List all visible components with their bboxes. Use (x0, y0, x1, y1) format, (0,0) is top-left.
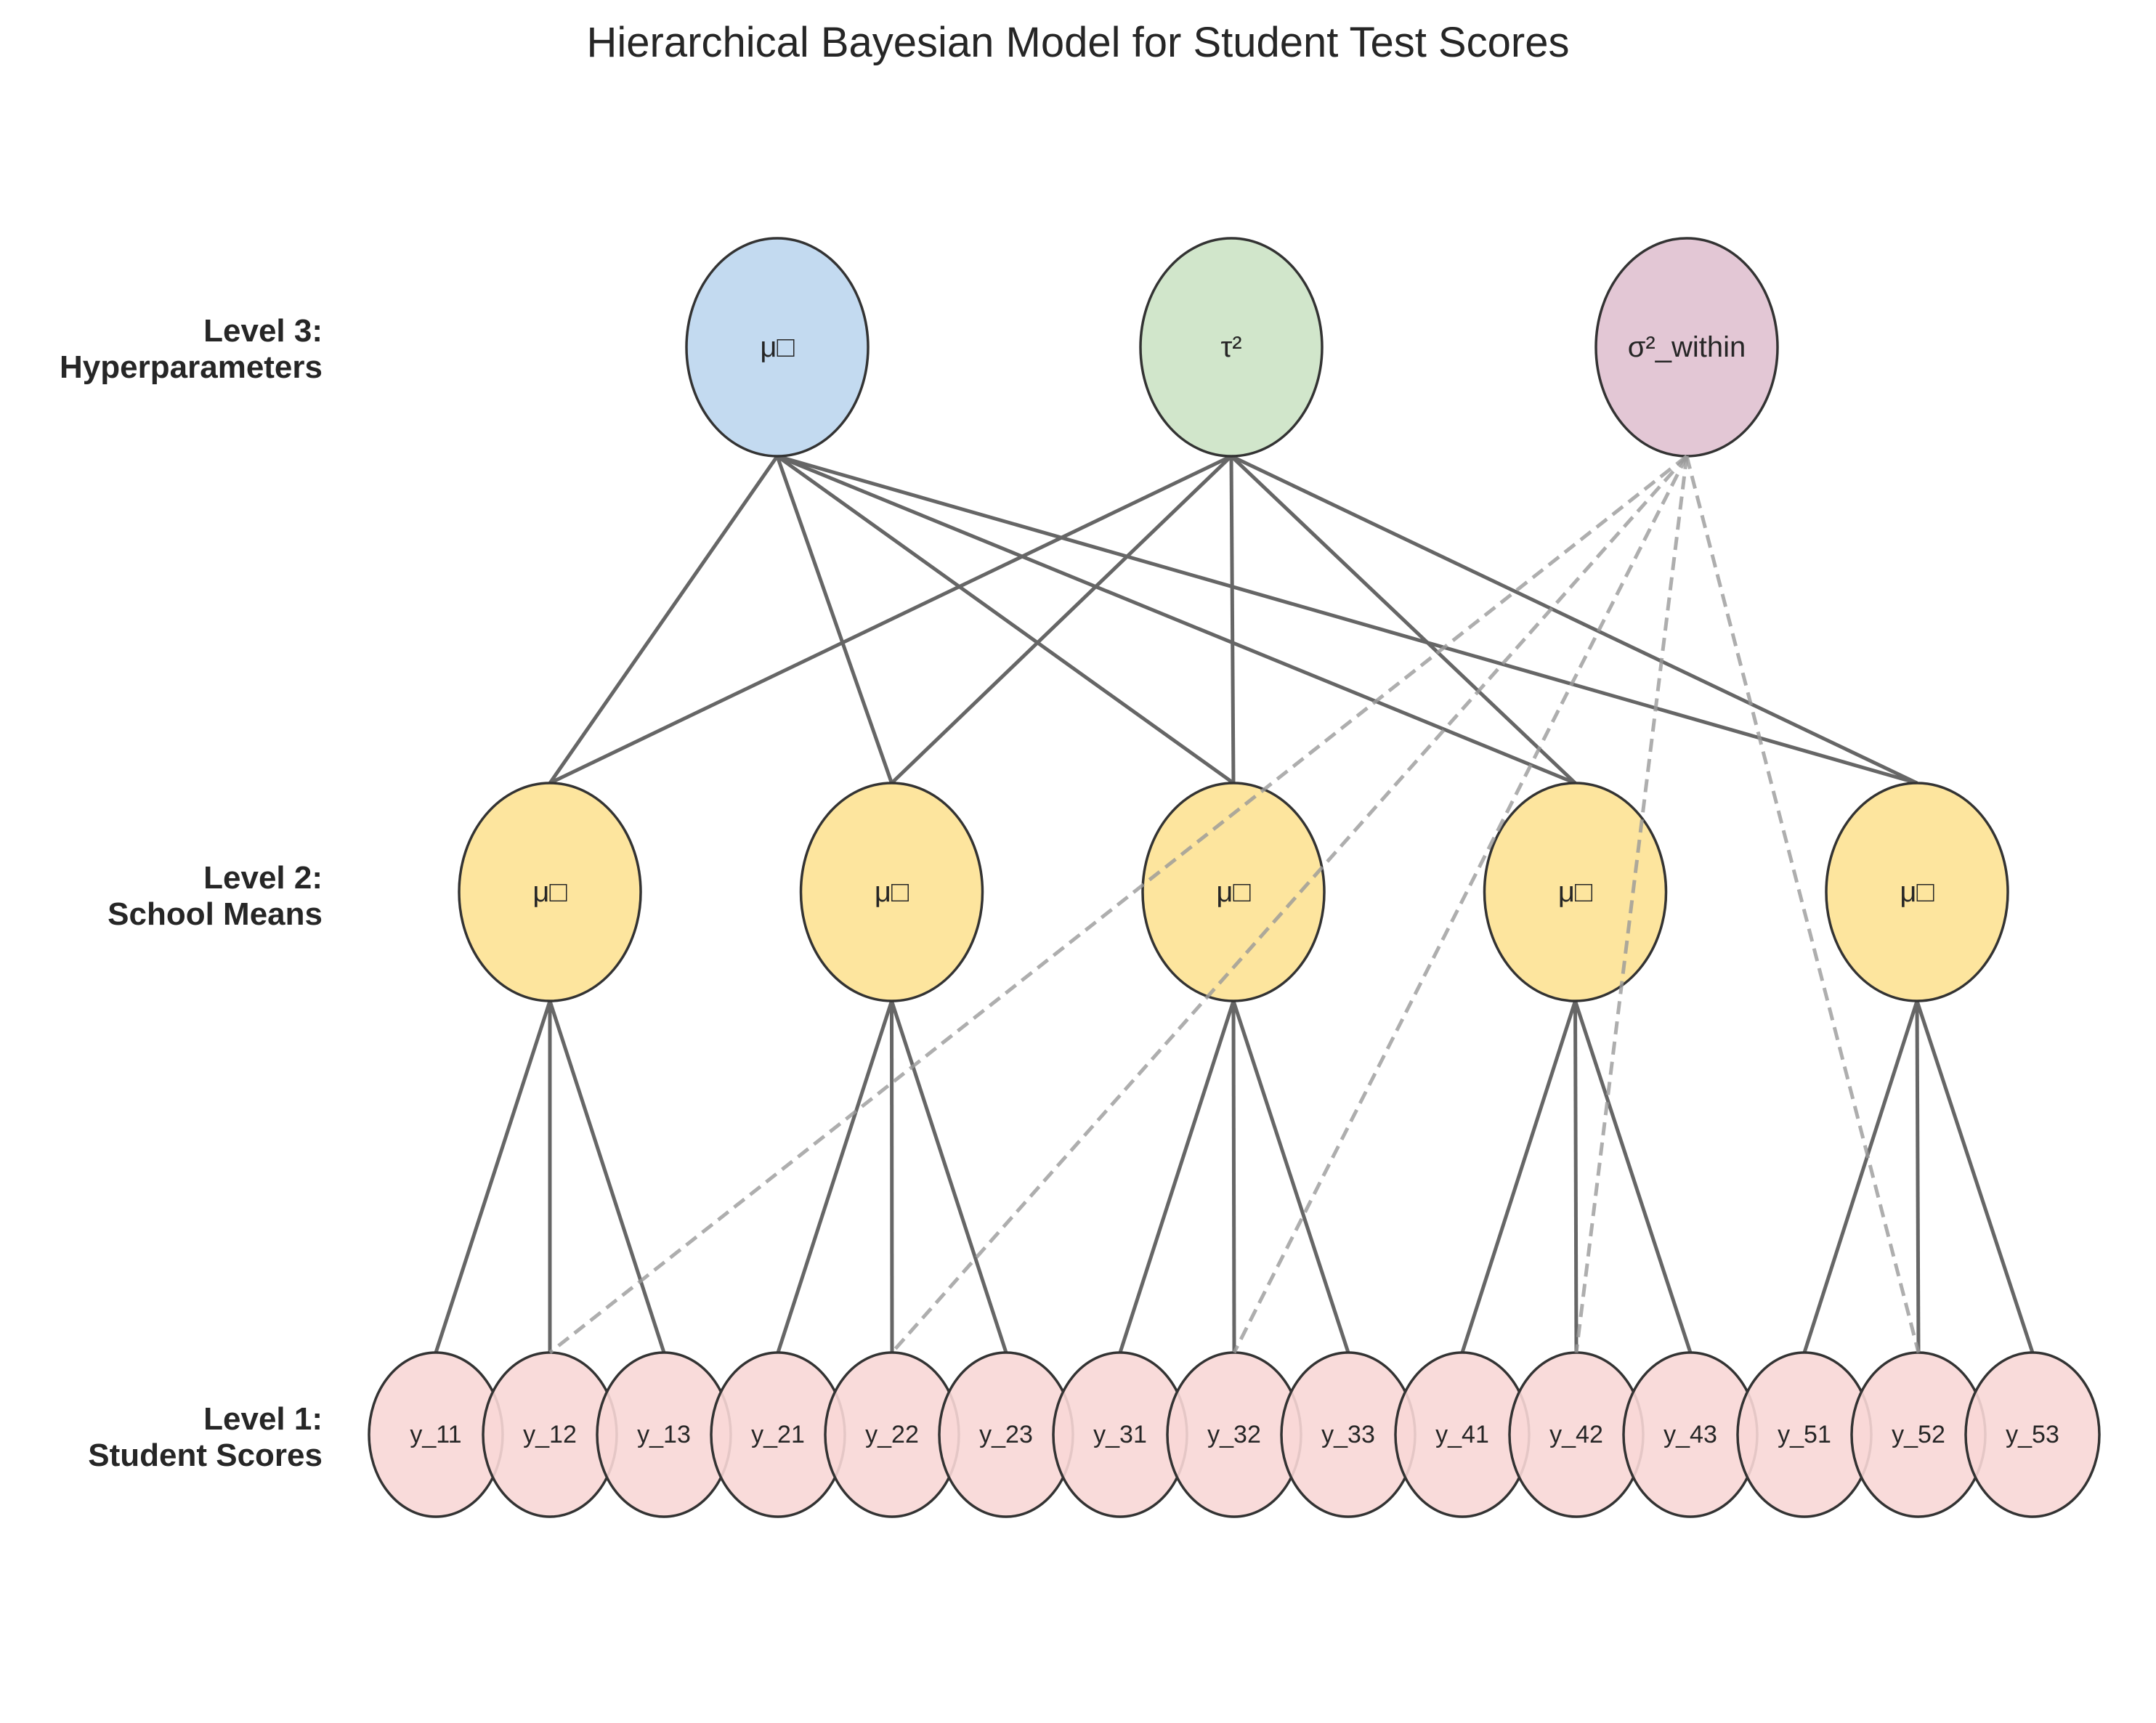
edge-school-3-to-y_32 (1231, 1000, 1236, 1353)
student-score-node-y_52-label: y_52 (1892, 1421, 1945, 1448)
edge-mu0-to-school-4 (777, 454, 1576, 785)
edge-school-4-to-y_42 (1573, 1000, 1578, 1353)
student-score-node-y_13-label: y_13 (637, 1421, 691, 1448)
edge-mu0-to-school-3 (776, 454, 1235, 785)
student-score-node-y_43-label: y_43 (1663, 1421, 1717, 1448)
school-mean-node-4-shape (1483, 782, 1668, 1002)
school-mean-node-1: μ□ (458, 782, 642, 1002)
hyper-node-mu0: μ□ (685, 237, 870, 458)
nodes: μ□ τ² σ²_within μ□ μ□ μ□ μ□ μ□ y_11 y_12 y_13 y_21 y… (368, 237, 2101, 1518)
school-mean-node-4-label: μ□ (1558, 876, 1592, 908)
school-mean-node-2-label: μ□ (875, 876, 909, 908)
edge-sigma2-within-to-y_12 (548, 455, 1688, 1354)
student-score-node-y_21: y_21 (710, 1351, 846, 1518)
level-1-line2: Student Scores (88, 1438, 323, 1473)
hyper-node-tau2: τ² (1139, 237, 1324, 458)
edge-school-1-to-y_13 (548, 1000, 666, 1353)
level-label-1: Level 1: Student Scores (88, 1401, 323, 1473)
hyper-node-mu0-shape (685, 237, 870, 458)
edge-sigma2-within-to-y_42 (1574, 455, 1689, 1353)
school-mean-node-2-shape (799, 782, 984, 1002)
edge-sigma2-within-to-y_52 (1685, 455, 1921, 1353)
student-score-node-y_32-label: y_32 (1207, 1421, 1261, 1448)
student-score-node-y_12-label: y_12 (523, 1421, 577, 1448)
student-score-node-y_31: y_31 (1052, 1351, 1188, 1518)
student-score-node-y_31-label: y_31 (1093, 1421, 1147, 1448)
school-mean-node-3-label: μ□ (1216, 876, 1250, 908)
edge-mu0-to-school-5 (777, 454, 1918, 785)
edge-school-3-to-y_33 (1231, 1000, 1350, 1353)
student-score-node-y_43: y_43 (1622, 1351, 1759, 1518)
school-mean-node-1-shape (458, 782, 642, 1002)
edge-sigma2-within-to-y_32 (1232, 455, 1689, 1354)
level-3-line1: Level 3: (203, 313, 323, 349)
student-score-node-y_12: y_12 (482, 1351, 618, 1518)
edge-tau2-to-school-4 (1230, 455, 1577, 785)
student-score-node-y_42-label: y_42 (1549, 1421, 1603, 1448)
student-score-node-y_41-label: y_41 (1435, 1421, 1489, 1448)
edge-mu0-to-school-1 (548, 455, 779, 785)
school-mean-node-5-shape (1825, 782, 2009, 1002)
school-mean-node-3-shape (1141, 782, 1326, 1002)
level-3-line2: Hyperparameters (60, 349, 323, 385)
student-score-node-y_51-label: y_51 (1778, 1421, 1831, 1448)
school-mean-node-5: μ□ (1825, 782, 2009, 1002)
level-label-3: Level 3: Hyperparameters (60, 313, 323, 385)
school-mean-node-5-label: μ□ (1900, 876, 1934, 908)
edge-tau2-to-school-5 (1230, 454, 1918, 785)
student-score-node-y_22-label: y_22 (865, 1421, 919, 1448)
level-label-2: Level 2: School Means (108, 860, 323, 932)
hyper-node-tau2-label: τ² (1220, 331, 1241, 363)
edge-school-2-to-y_21 (776, 1000, 893, 1353)
student-score-node-y_53-label: y_53 (2006, 1421, 2059, 1448)
edge-sigma2-within-to-y_22 (891, 455, 1688, 1354)
level-1-line1: Level 1: (203, 1401, 323, 1437)
level-2-line2: School Means (108, 896, 323, 932)
edge-school-2-to-y_22 (890, 1000, 894, 1353)
student-score-node-y_53-shape (1964, 1351, 2101, 1518)
school-mean-node-4: μ□ (1483, 782, 1668, 1002)
edge-mu0-to-school-2 (775, 455, 893, 784)
edge-school-5-to-y_52 (1915, 1000, 1921, 1353)
edge-school-1-to-y_11 (434, 1000, 552, 1353)
edge-tau2-to-school-2 (890, 455, 1233, 785)
edge-school-4-to-y_41 (1460, 1000, 1577, 1353)
level-2-line1: Level 2: (203, 860, 323, 896)
student-score-node-y_13: y_13 (596, 1351, 732, 1518)
student-score-node-y_11-label: y_11 (410, 1421, 461, 1448)
school-mean-node-3: μ□ (1141, 782, 1326, 1002)
hyper-node-tau2-shape (1139, 237, 1324, 458)
solid-edges (434, 454, 2035, 1353)
edge-school-4-to-y_43 (1573, 1000, 1693, 1353)
dashed-edges (548, 455, 1921, 1354)
school-mean-node-2: μ□ (799, 782, 984, 1002)
student-score-node-y_11: y_11 (368, 1351, 504, 1518)
student-score-node-y_23: y_23 (938, 1351, 1074, 1518)
diagram-title: Hierarchical Bayesian Model for Student … (587, 19, 1570, 66)
school-mean-node-1-label: μ□ (532, 876, 567, 908)
student-score-node-y_21-label: y_21 (751, 1421, 805, 1448)
student-score-node-y_33-label: y_33 (1321, 1421, 1375, 1448)
edge-school-3-to-y_31 (1118, 1000, 1236, 1353)
edge-tau2-to-school-1 (548, 454, 1233, 785)
student-score-node-y_42: y_42 (1508, 1351, 1645, 1518)
edge-tau2-to-school-3 (1229, 455, 1236, 784)
edge-school-2-to-y_23 (890, 1000, 1008, 1353)
hyper-node-sigma2-label: σ²_within (1628, 331, 1746, 363)
hyper-node-mu0-label: μ□ (760, 331, 794, 363)
edge-school-5-to-y_51 (1802, 1000, 1919, 1353)
edge-school-5-to-y_53 (1915, 1000, 2035, 1353)
student-score-node-y_23-label: y_23 (979, 1421, 1033, 1448)
student-score-node-y_53: y_53 (1964, 1351, 2101, 1518)
hyper-node-sigma2: σ²_within (1594, 237, 1779, 458)
